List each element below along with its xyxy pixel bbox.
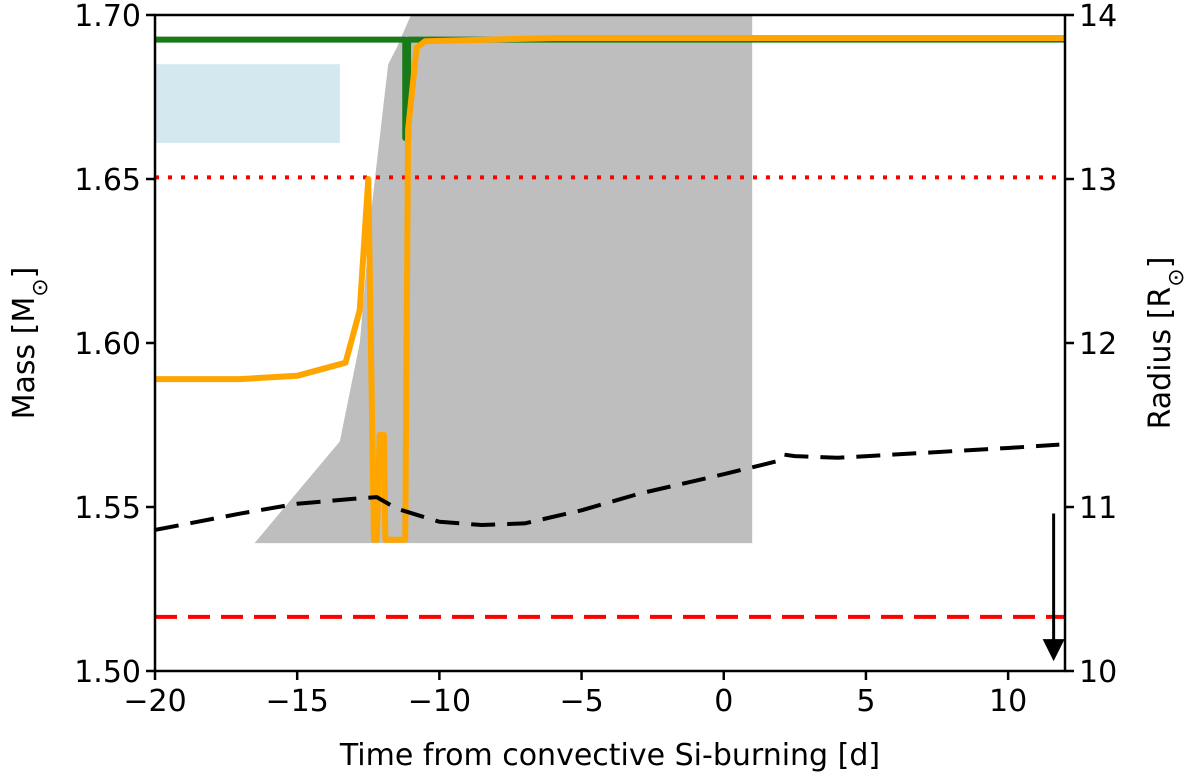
series-line-black: [155, 442, 1060, 532]
y-tick-label-left: 1.60: [74, 327, 141, 362]
shaded-region-convective-zone-main: [254, 15, 1065, 544]
y-tick-label-right: 11: [1079, 491, 1117, 526]
y-axis-label-right: Radius [R⊙]: [1143, 257, 1189, 430]
x-axis-label: Time from convective Si-burning [d]: [339, 738, 880, 773]
y-tick-label-right: 14: [1079, 0, 1117, 34]
y-tick-label-right: 12: [1079, 327, 1117, 362]
series-line-orange: [155, 34, 1065, 543]
x-tick-label: −10: [408, 684, 471, 719]
x-tick-label: −5: [559, 684, 603, 719]
plot-content: [155, 15, 1065, 662]
axes: −20 −15 −10 −5 0 5 10 1.50 1.55 1.60 1.65 1.70 10 11 1…: [74, 0, 1117, 719]
x-tick-label: 5: [856, 684, 875, 719]
y-axis-label-left: Mass [M⊙]: [7, 267, 53, 420]
y-tick-label-left: 1.55: [74, 491, 141, 526]
y-tick-label-left: 1.65: [74, 163, 141, 198]
x-tick-label: 10: [989, 684, 1027, 719]
x-tick-label: −15: [266, 684, 329, 719]
y-tick-label-left: 1.70: [74, 0, 141, 34]
x-tick-label: −20: [123, 684, 186, 719]
y-tick-label-right: 13: [1079, 163, 1117, 198]
x-tick-label: 0: [714, 684, 733, 719]
annotation-arrow-head: [1042, 639, 1065, 662]
y-tick-label-left: 1.50: [74, 655, 141, 690]
y-tick-label-right: 10: [1079, 655, 1117, 690]
shaded-region-light-blue-zone: [155, 64, 340, 143]
